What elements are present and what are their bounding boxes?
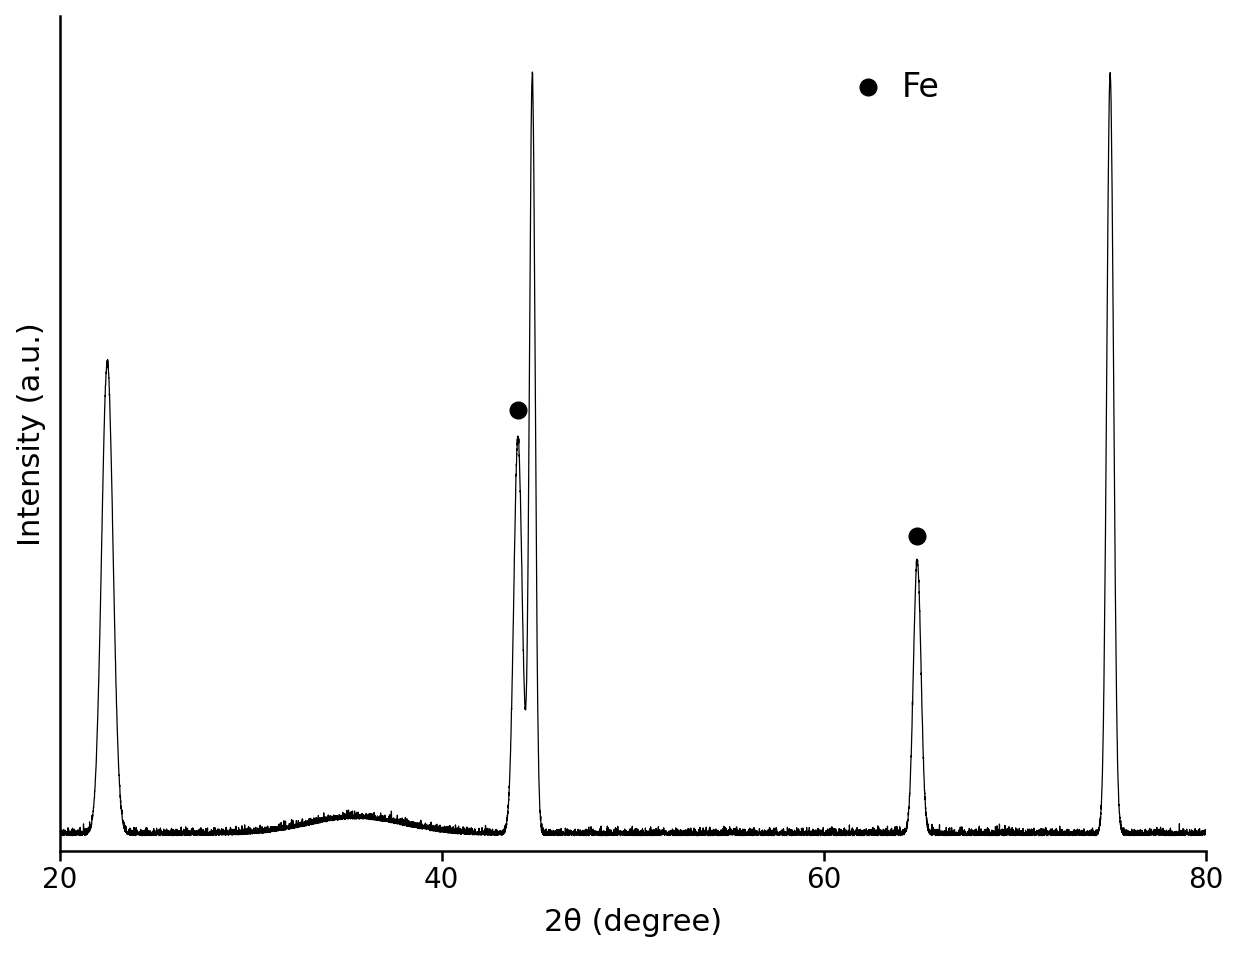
X-axis label: 2θ (degree): 2θ (degree) (543, 907, 722, 937)
Text: Fe: Fe (901, 71, 940, 104)
Y-axis label: Intensity (a.u.): Intensity (a.u.) (16, 322, 46, 545)
